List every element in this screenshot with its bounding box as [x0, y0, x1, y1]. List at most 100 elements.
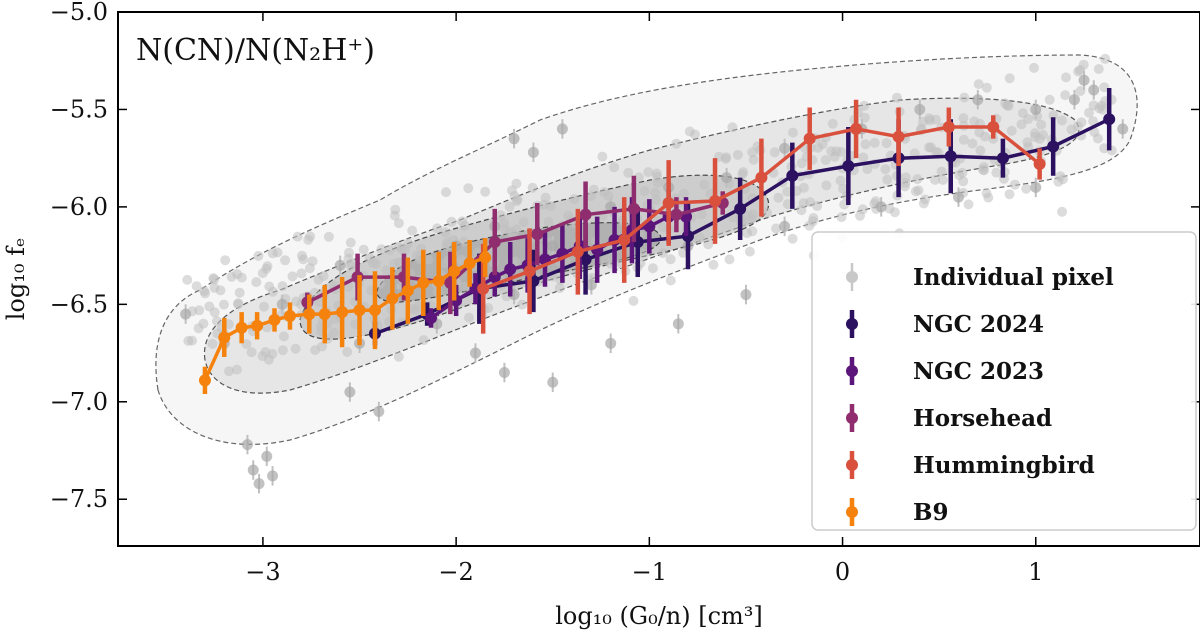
pixel-point	[1004, 189, 1015, 200]
pixel-point	[1094, 103, 1105, 114]
pixel-point	[1075, 86, 1086, 96]
pixel-point	[498, 367, 510, 379]
pixel-point	[277, 281, 288, 292]
pixel-point	[374, 278, 385, 289]
legend-box	[811, 231, 1197, 531]
pixel-point	[600, 255, 611, 266]
series-point	[504, 263, 517, 276]
series-point	[218, 331, 231, 344]
series-point	[425, 311, 438, 324]
pixel-point	[936, 166, 947, 177]
pixel-point	[1009, 179, 1020, 190]
series-point	[463, 257, 476, 270]
pixel-point	[277, 345, 288, 356]
pixel-point	[805, 197, 816, 208]
series-point	[251, 319, 264, 332]
pixel-point	[900, 177, 911, 188]
legend-marker	[846, 271, 858, 283]
pixel-point	[442, 237, 453, 248]
series-point	[432, 274, 445, 287]
pixel-point	[342, 346, 353, 357]
pixel-point	[231, 364, 242, 375]
pixel-point	[1030, 103, 1042, 115]
pixel-point	[556, 123, 568, 135]
pixel-point	[297, 250, 307, 261]
pixel-point	[708, 259, 719, 270]
series-point	[1033, 158, 1046, 171]
pixel-point	[827, 118, 838, 129]
series-point	[803, 132, 816, 145]
pixel-point	[773, 192, 784, 203]
pixel-point	[869, 137, 880, 148]
pixel-point	[820, 155, 831, 165]
pixel-point	[603, 190, 614, 201]
pixel-point	[1099, 143, 1110, 154]
pixel-point	[727, 122, 738, 133]
pixel-point	[720, 153, 731, 164]
pixel-point	[307, 256, 318, 267]
pixel-point	[912, 174, 923, 185]
pixel-point	[1068, 94, 1080, 106]
y-tick-label: −6.5	[50, 290, 108, 318]
pixel-point	[910, 186, 921, 197]
pixel-point	[836, 212, 847, 223]
pixel-point	[920, 194, 931, 205]
pixel-point	[290, 343, 301, 354]
pixel-point	[278, 331, 289, 342]
pixel-point	[310, 345, 321, 356]
pixel-point	[540, 192, 551, 203]
pixel-point	[346, 258, 357, 269]
pixel-point	[1053, 176, 1064, 187]
pixel-point	[1034, 133, 1045, 144]
pixel-point	[499, 218, 510, 229]
pixel-point	[638, 248, 649, 259]
pixel-point	[924, 113, 935, 124]
y-tick-label: −5.5	[50, 95, 108, 123]
pixel-point	[860, 139, 871, 150]
pixel-point	[267, 248, 278, 259]
pixel-point	[835, 175, 846, 186]
pixel-point	[930, 146, 941, 157]
pixel-point	[253, 250, 264, 261]
pixel-point	[261, 450, 273, 462]
x-tick-label: 0	[835, 558, 850, 586]
legend-label: Individual pixel	[913, 264, 1114, 291]
pixel-point	[798, 182, 809, 193]
pixel-point	[441, 187, 451, 198]
series-point	[627, 202, 640, 215]
x-axis-label: log₁₀ (G₀/n) [cm³]	[555, 602, 763, 630]
pixel-point	[280, 255, 291, 266]
pixel-point	[432, 223, 443, 234]
pixel-point	[771, 223, 782, 234]
series-point	[662, 196, 675, 209]
pixel-point	[859, 100, 870, 111]
pixel-point	[665, 275, 676, 286]
pixel-point	[1088, 116, 1099, 127]
pixel-point	[779, 142, 791, 154]
pixel-point	[1036, 119, 1047, 130]
pixel-point	[957, 167, 968, 178]
pixel-point	[1004, 73, 1015, 84]
pixel-point	[480, 186, 491, 197]
pixel-point	[958, 134, 969, 145]
pixel-point	[969, 116, 980, 127]
pixel-point	[517, 299, 528, 310]
pixel-point	[191, 281, 202, 292]
pixel-point	[981, 188, 992, 199]
series-point	[268, 313, 281, 326]
pixel-point	[639, 186, 650, 196]
x-tick-label: −1	[632, 558, 667, 586]
pixel-point	[314, 297, 325, 308]
series-point	[755, 171, 768, 184]
pixel-point	[373, 406, 385, 418]
pixel-point	[407, 225, 418, 236]
pixel-point	[891, 92, 902, 103]
pixel-point	[224, 366, 234, 377]
pixel-point	[246, 347, 257, 358]
pixel-point	[882, 174, 893, 185]
series-point	[579, 208, 592, 221]
legend-label: NGC 2023	[913, 358, 1044, 385]
pixel-point	[446, 216, 457, 227]
pixel-point	[747, 147, 758, 158]
axes-frame	[117, 11, 1200, 547]
